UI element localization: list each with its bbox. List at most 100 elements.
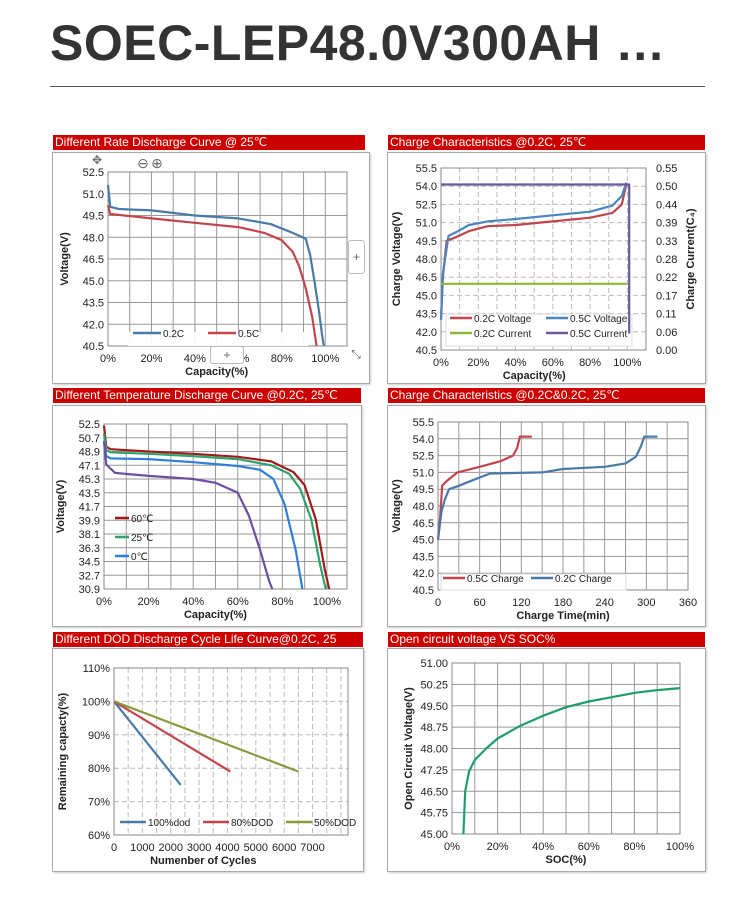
x-tick-label: 2000: [158, 842, 182, 854]
y-tick-label: 43.5: [79, 488, 100, 500]
page-title: SOEC-LEP48.0V300AH …: [50, 15, 666, 71]
y2-tick-label: 0.22: [656, 272, 677, 284]
y-tick-label: 48.0: [83, 232, 104, 244]
y-tick-label: 47.25: [420, 765, 448, 777]
y-tick-label: 80%: [88, 763, 110, 775]
x-tick-label: 80%: [623, 841, 645, 853]
y-tick-label: 46.5: [83, 254, 104, 266]
y-tick-label: 43.5: [83, 298, 104, 310]
series-line-80-dod: [113, 700, 231, 773]
y-tick-label: 100%: [82, 696, 110, 708]
y2-tick-label: 0.11: [656, 309, 677, 321]
x-tick-label: 5000: [244, 842, 268, 854]
series-line-0-5c-charge: [436, 435, 532, 540]
y-axis-label: Remaining capacty(%): [57, 692, 69, 810]
y2-tick-label: 0.17: [656, 290, 677, 302]
x-tick-label: 6000: [272, 842, 296, 854]
plot-area-border: [103, 423, 348, 590]
y-tick-label: 40.5: [413, 585, 434, 597]
y-tick-label: 45.75: [420, 808, 448, 820]
x-tick-label: 0%: [100, 353, 116, 365]
x-tick-label: 100%: [666, 841, 694, 853]
y-tick-label: 52.5: [416, 199, 437, 211]
legend-label: 25℃: [131, 533, 153, 544]
panel-header-charge-time: Charge Characteristics @0.2C&0.2C, 25℃: [388, 388, 705, 403]
move-icon[interactable]: ✥: [91, 153, 103, 167]
panel-ocv-soc: [387, 648, 706, 872]
y-tick-label: 41.7: [79, 502, 100, 514]
zoom-in-icon[interactable]: ⊕: [151, 155, 163, 171]
y-tick-label: 43.5: [416, 309, 437, 321]
x-tick-label: 1000: [130, 842, 154, 854]
plot-area-border: [113, 667, 349, 836]
y-tick-label: 48.0: [416, 254, 437, 266]
y-tick-label: 46.50: [420, 786, 448, 798]
x-tick-label: 20%: [487, 841, 509, 853]
x-tick-label: 100%: [311, 353, 339, 365]
legend-label: 0.5C Charge: [467, 574, 524, 585]
y2-tick-label: 0.00: [656, 345, 677, 357]
y-tick-label: 60%: [88, 830, 110, 842]
y-tick-label: 48.0: [413, 501, 434, 513]
y-tick-label: 36.3: [79, 543, 100, 555]
series-line-0-5c-voltage: [439, 182, 628, 320]
x-axis-label: SOC(%): [546, 854, 587, 866]
x-tick-label: 360: [679, 597, 697, 609]
expand-icon[interactable]: ⤡: [348, 346, 364, 362]
series-line-0-2c: [106, 184, 325, 347]
series-line-0-: [102, 440, 304, 590]
add-right-button[interactable]: +: [348, 240, 365, 274]
zoom-out-icon[interactable]: ⊖: [137, 155, 149, 171]
y-tick-label: 49.5: [416, 236, 437, 248]
series-line-60-: [102, 425, 331, 590]
x-tick-label: 20%: [140, 353, 162, 365]
y-axis-label: Voltage(V): [55, 479, 67, 533]
legend-label: 0.5C Current: [570, 329, 627, 340]
y2-axis-label: Charge Current(C₄): [685, 208, 697, 310]
y-tick-label: 48.00: [420, 744, 448, 756]
x-tick-label: 7000: [300, 842, 324, 854]
y-tick-label: 55.5: [413, 417, 434, 429]
y-tick-label: 49.5: [413, 484, 434, 496]
add-bottom-button[interactable]: +: [210, 346, 244, 364]
x-tick-label: 0: [111, 842, 117, 854]
y-tick-label: 49.5: [83, 211, 104, 223]
x-tick-label: 60%: [227, 596, 249, 608]
y-tick-label: 32.7: [79, 570, 100, 582]
y-tick-label: 54.0: [416, 181, 437, 193]
legend-label: 0.5C: [238, 329, 259, 340]
legend-box: [445, 313, 633, 347]
panel-header-charge-characteristics: Charge Characteristics @0.2C, 25℃: [388, 135, 705, 150]
legend-label: 0℃: [131, 552, 148, 563]
y-tick-label: 110%: [83, 663, 111, 675]
y-tick-label: 46.5: [416, 272, 437, 284]
panel-header-rate-discharge: Different Rate Discharge Curve @ 25℃: [53, 135, 365, 150]
legend-label: 0.2C: [163, 329, 184, 340]
series-line-0-5c: [106, 205, 318, 347]
y-tick-label: 70%: [88, 797, 110, 809]
y-tick-label: 42.0: [413, 568, 434, 580]
y-axis-label: Charge Voltage(V): [391, 211, 403, 306]
x-tick-label: 180: [554, 597, 572, 609]
x-tick-label: 80%: [271, 353, 293, 365]
series-line-0-5c-current: [441, 183, 631, 334]
y-tick-label: 52.5: [79, 419, 100, 431]
y-axis-label: Open Circuit Voltage(V): [403, 687, 415, 810]
x-tick-label: 100%: [613, 357, 641, 369]
x-tick-label: 40%: [184, 353, 206, 365]
x-axis-label: Capacity(%): [184, 609, 247, 621]
x-tick-label: 0: [435, 597, 441, 609]
y-tick-label: 30.9: [79, 584, 100, 596]
x-tick-label: 40%: [182, 596, 204, 608]
x-axis-label: Capacity(%): [503, 370, 566, 382]
legend-label: 60℃: [131, 514, 153, 525]
series-line-unlabeled: [462, 687, 681, 835]
series-line-0-2c-charge: [436, 435, 658, 540]
y2-tick-label: 0.55: [656, 163, 677, 175]
y-tick-label: 42.0: [83, 319, 104, 331]
y-tick-label: 51.0: [416, 218, 437, 230]
y-tick-label: 48.9: [79, 447, 100, 459]
y-tick-label: 55.5: [416, 163, 437, 175]
